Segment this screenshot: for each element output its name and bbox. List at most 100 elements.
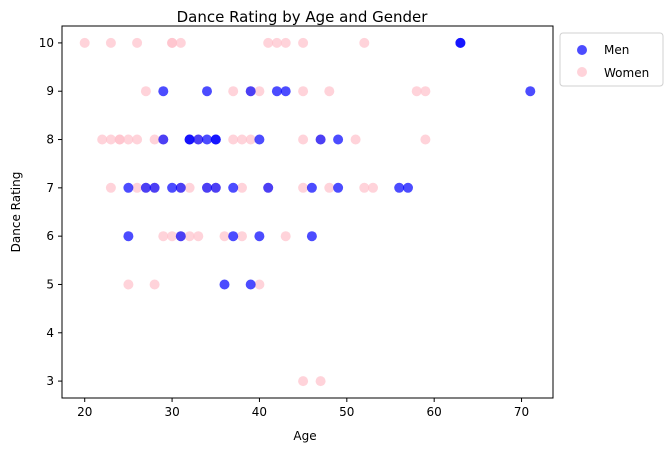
data-point-men [167, 182, 178, 193]
legend-label-men: Men [604, 43, 629, 57]
y-axis: 3 4 5 6 7 8 9 10 [39, 36, 62, 388]
x-axis-label: Age [293, 429, 316, 443]
data-point-women [237, 231, 247, 242]
legend-label-women: Women [604, 66, 649, 80]
x-tick-label: 20 [77, 405, 92, 419]
data-point-men [202, 182, 212, 193]
data-point-men [315, 134, 326, 145]
y-tick-label: 5 [46, 277, 54, 291]
x-tick-label: 30 [164, 405, 179, 419]
data-point-women [132, 134, 143, 145]
data-point-men [158, 134, 169, 145]
x-tick-label: 60 [427, 405, 442, 419]
data-point-men [175, 182, 186, 193]
x-tick-label: 70 [514, 405, 529, 419]
data-point-women [298, 37, 309, 48]
data-point-women [219, 231, 230, 242]
data-point-women [280, 231, 291, 242]
data-point-men [202, 134, 212, 145]
data-point-women [193, 231, 204, 242]
data-point-women [315, 376, 326, 387]
y-tick-label: 7 [46, 181, 54, 195]
chart-title: Dance Rating by Age and Gender [177, 8, 429, 26]
data-point-women [228, 86, 239, 97]
data-point-women [324, 182, 335, 193]
data-point-men [228, 231, 239, 242]
data-point-women [79, 37, 90, 48]
data-point-men [254, 231, 265, 242]
data-point-men [455, 37, 466, 48]
points-layer [79, 37, 536, 387]
data-point-men [254, 134, 265, 145]
data-point-women [298, 182, 309, 193]
data-point-men [202, 86, 212, 97]
data-point-women [254, 86, 265, 97]
data-point-women [298, 134, 309, 145]
data-point-women [140, 86, 151, 97]
data-point-women [324, 86, 335, 97]
data-point-women [149, 279, 160, 290]
data-point-women [237, 182, 247, 193]
data-point-men [210, 134, 221, 145]
data-point-men [306, 182, 317, 193]
data-point-men [228, 182, 239, 193]
data-point-men [280, 86, 291, 97]
data-point-men [184, 134, 195, 145]
data-point-women [175, 37, 186, 48]
y-tick-label: 6 [46, 229, 54, 243]
data-point-men [193, 134, 204, 145]
data-point-men [123, 231, 134, 242]
data-point-women [280, 37, 291, 48]
y-tick-label: 3 [46, 374, 54, 388]
data-point-men [175, 231, 186, 242]
data-point-women [420, 134, 431, 145]
data-point-women [149, 134, 160, 145]
data-point-men [210, 182, 221, 193]
data-point-men [271, 86, 282, 97]
data-point-men [525, 86, 536, 97]
data-point-women [158, 231, 169, 242]
data-point-women [368, 182, 378, 193]
data-point-women [123, 279, 134, 290]
data-point-men [263, 182, 274, 193]
plot-area-frame [61, 25, 554, 399]
y-tick-label: 10 [39, 36, 54, 50]
data-point-men [403, 182, 413, 193]
data-point-women [105, 37, 116, 48]
data-point-men [149, 182, 160, 193]
data-point-women [105, 134, 116, 145]
data-point-women [237, 134, 247, 145]
data-point-women [263, 37, 274, 48]
data-point-men [333, 134, 344, 145]
x-tick-label: 40 [252, 405, 267, 419]
data-point-women [97, 134, 108, 145]
data-point-women [132, 37, 143, 48]
legend-marker-women [577, 67, 587, 77]
data-point-women [123, 134, 134, 145]
data-point-women [167, 37, 178, 48]
data-point-men [123, 182, 134, 193]
data-point-women [105, 182, 116, 193]
y-tick-label: 9 [46, 84, 54, 98]
legend-marker-men [577, 45, 587, 55]
legend: Men Women [559, 32, 664, 87]
data-point-women [359, 37, 370, 48]
data-point-women [420, 86, 431, 97]
data-point-women [350, 134, 361, 145]
data-point-women [228, 134, 239, 145]
x-axis: 20 30 40 50 60 70 [77, 398, 529, 419]
data-point-women [184, 182, 195, 193]
data-point-women [359, 182, 370, 193]
data-point-women [184, 231, 195, 242]
data-point-men [245, 279, 256, 290]
data-point-women [245, 134, 256, 145]
data-point-men [306, 231, 317, 242]
data-point-men [140, 182, 151, 193]
x-tick-label: 50 [339, 405, 354, 419]
data-point-women [254, 279, 265, 290]
y-tick-label: 4 [46, 326, 54, 340]
data-point-women [271, 37, 282, 48]
data-point-women [114, 134, 125, 145]
y-axis-label: Dance Rating [9, 172, 23, 253]
